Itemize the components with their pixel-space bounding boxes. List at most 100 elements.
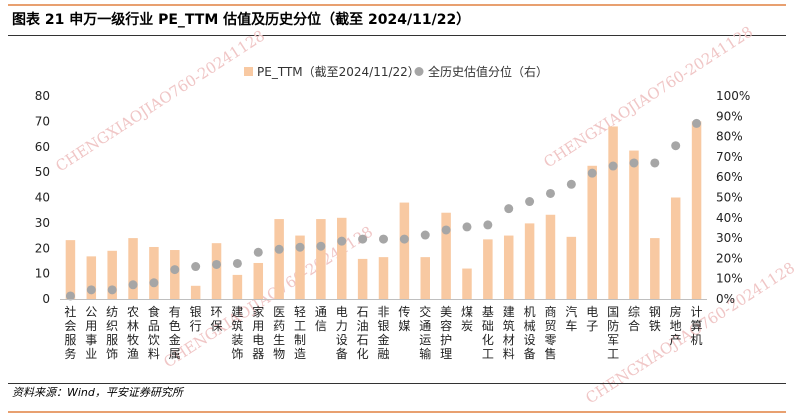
right-tick-label: 50% (716, 191, 743, 205)
pe-bar (503, 235, 514, 299)
pe-bar (232, 274, 243, 299)
percentile-dot (232, 258, 242, 268)
footer-divider (8, 383, 786, 384)
pe-bar (128, 238, 138, 299)
percentile-dot (128, 280, 138, 290)
top-accent-rule (8, 4, 786, 6)
percentile-dot (462, 222, 472, 232)
pe-bar (420, 257, 430, 299)
category-label: 非银金融 (377, 305, 389, 361)
category-label: 综合 (628, 305, 640, 333)
category-label: 房地产 (670, 304, 682, 347)
percentile-dot (441, 225, 451, 235)
percentile-dot (566, 179, 576, 189)
category-label: 国防军工 (607, 305, 619, 361)
pe-bar (107, 250, 117, 299)
pe-bar (441, 212, 451, 299)
percentile-dot (295, 242, 305, 252)
percentile-dot (107, 285, 117, 295)
pe-bar (524, 223, 535, 299)
percentile-dot (65, 291, 75, 301)
right-tick-label: 70% (716, 150, 743, 164)
legend-dot-swatch (414, 67, 424, 76)
category-label: 家用电器 (252, 304, 264, 361)
pe-bar (691, 121, 702, 299)
percentile-dot (525, 197, 535, 207)
left-tick-label: 0 (42, 292, 50, 306)
pe-bar (274, 219, 284, 299)
percentile-dot (170, 265, 180, 275)
category-label: 交通运输 (419, 304, 431, 361)
pe-bar (483, 239, 493, 299)
category-label: 汽车 (565, 304, 577, 333)
percentile-dot (337, 236, 347, 246)
pe-bar (149, 246, 159, 299)
category-label: 公用事业 (85, 305, 97, 361)
legend-label-pe: PE_TTM（截至2024/11/22） (257, 65, 420, 79)
percentile-dot (587, 168, 597, 178)
category-label: 建筑材料 (503, 305, 515, 361)
legend-label-percentile: 全历史估值分位（右） (428, 64, 548, 79)
right-tick-label: 80% (716, 130, 743, 144)
category-label: 建筑装饰 (231, 305, 243, 361)
pe-bar (670, 197, 681, 299)
category-label: 社会服务 (64, 304, 76, 361)
pe-bar (629, 150, 639, 299)
category-label: 纺织服饰 (106, 305, 118, 361)
right-tick-label: 60% (716, 170, 743, 184)
pe-bar (378, 257, 389, 299)
percentile-dot (149, 278, 159, 288)
pe-bar (608, 126, 618, 299)
category-label: 美容护理 (440, 305, 452, 361)
percentile-dot (545, 188, 555, 198)
right-tick-label: 100% (716, 89, 750, 103)
category-label: 煤炭 (461, 305, 473, 333)
percentile-dot (504, 204, 514, 214)
category-label: 电力设备 (336, 305, 348, 361)
percentile-dot (358, 234, 368, 244)
pe-bar (587, 165, 597, 299)
percentile-dot (671, 141, 681, 151)
right-y-axis: 0% 10% 20% 30% 40% 50% 60% 70% 80% 90% 100% (716, 89, 750, 306)
pe-bar (462, 268, 472, 299)
pe-bar (399, 202, 410, 299)
percentile-dot (420, 230, 430, 240)
category-label: 传媒 (398, 304, 410, 333)
percentile-dot (253, 247, 263, 257)
percentile-dot-series (65, 118, 702, 301)
category-label: 石油石化 (357, 305, 369, 361)
header-divider (8, 35, 786, 36)
right-tick-label: 0% (716, 292, 735, 306)
pe-bar (357, 258, 368, 299)
watermark-text: CHENGXIAOJIAO760-20241128 (52, 27, 268, 176)
pe-bar (253, 262, 264, 299)
left-tick-label: 80 (35, 89, 50, 103)
left-tick-label: 20 (35, 241, 50, 255)
category-label: 商贸零售 (544, 304, 556, 361)
pe-bar-series (65, 121, 702, 299)
legend-bar-swatch (244, 67, 253, 76)
pe-bar (545, 214, 556, 299)
category-label: 电子 (586, 305, 598, 333)
percentile-dot (483, 220, 493, 230)
category-label: 基础化工 (482, 305, 494, 361)
pe-bar (65, 240, 76, 299)
category-label: 食品饮料 (148, 304, 160, 361)
percentile-dot (379, 234, 388, 244)
left-tick-label: 50 (35, 165, 50, 179)
category-label: 通信 (315, 305, 327, 333)
percentile-dot (274, 244, 284, 254)
percentile-dot (86, 285, 96, 295)
right-tick-label: 30% (716, 231, 743, 245)
source-note: 资料来源：Wind，平安证券研究所 (12, 386, 183, 399)
pe-bar (170, 250, 180, 299)
right-tick-label: 20% (716, 251, 743, 265)
left-y-axis: 0 10 20 30 40 50 60 70 80 (35, 89, 50, 306)
left-tick-label: 10 (35, 267, 50, 281)
percentile-dot (316, 241, 326, 251)
figure-title: 图表 21 申万一级行业 PE_TTM 估值及历史分位（截至 2024/11/2… (12, 12, 471, 28)
right-tick-label: 10% (716, 272, 743, 286)
left-tick-label: 30 (35, 216, 50, 230)
percentile-dot (212, 259, 222, 269)
